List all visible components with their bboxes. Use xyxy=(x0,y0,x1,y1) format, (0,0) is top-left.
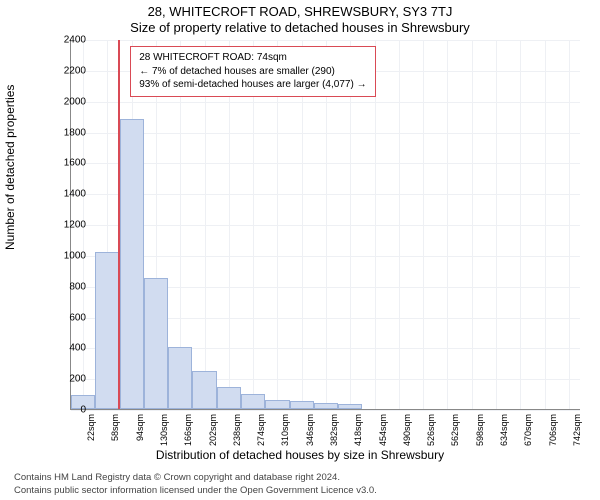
gridline-v xyxy=(520,40,521,409)
x-tick-label: 166sqm xyxy=(183,414,193,446)
y-tick-label: 1200 xyxy=(64,220,86,231)
x-tick-label: 22sqm xyxy=(86,414,96,441)
x-tick-label: 454sqm xyxy=(378,414,388,446)
x-tick-label: 634sqm xyxy=(499,414,509,446)
marker-line xyxy=(118,40,120,409)
gridline-v xyxy=(447,40,448,409)
y-tick-label: 400 xyxy=(69,343,86,354)
x-tick-label: 130sqm xyxy=(159,414,169,446)
x-tick-label: 94sqm xyxy=(135,414,145,441)
y-tick-label: 1600 xyxy=(64,158,86,169)
y-tick-label: 1400 xyxy=(64,189,86,200)
histogram-bar xyxy=(290,401,314,409)
gridline-v xyxy=(472,40,473,409)
annotation-line2: ← 7% of detached houses are smaller (290… xyxy=(139,65,366,79)
page-title-subtitle: Size of property relative to detached ho… xyxy=(0,20,600,35)
histogram-bar xyxy=(217,387,241,409)
x-tick-label: 706sqm xyxy=(548,414,558,446)
gridline-h xyxy=(71,410,580,411)
y-tick-label: 2400 xyxy=(64,35,86,46)
histogram-bar xyxy=(338,404,362,409)
histogram-bar xyxy=(314,403,338,409)
x-tick-label: 598sqm xyxy=(475,414,485,446)
x-tick-label: 670sqm xyxy=(523,414,533,446)
histogram-bar xyxy=(95,252,119,409)
y-tick-label: 600 xyxy=(69,312,86,323)
histogram-bar xyxy=(265,400,289,409)
x-axis-label: Distribution of detached houses by size … xyxy=(0,448,600,462)
histogram-bar xyxy=(144,278,168,409)
annotation-line1: 28 WHITECROFT ROAD: 74sqm xyxy=(139,51,366,65)
footer-line2: Contains public sector information licen… xyxy=(14,485,586,497)
footer-attribution: Contains HM Land Registry data © Crown c… xyxy=(14,472,586,497)
footer-line1: Contains HM Land Registry data © Crown c… xyxy=(14,472,586,484)
page-title-address: 28, WHITECROFT ROAD, SHREWSBURY, SY3 7TJ xyxy=(0,4,600,19)
gridline-v xyxy=(496,40,497,409)
y-tick-label: 200 xyxy=(69,374,86,385)
y-tick-label: 1000 xyxy=(64,250,86,261)
gridline-v xyxy=(569,40,570,409)
histogram-bar xyxy=(168,347,192,409)
x-tick-label: 58sqm xyxy=(110,414,120,441)
histogram-plot: 28 WHITECROFT ROAD: 74sqm← 7% of detache… xyxy=(70,40,580,410)
x-tick-label: 526sqm xyxy=(426,414,436,446)
histogram-bar xyxy=(192,371,216,409)
x-tick-label: 418sqm xyxy=(353,414,363,446)
annotation-box: 28 WHITECROFT ROAD: 74sqm← 7% of detache… xyxy=(130,46,375,97)
x-tick-label: 346sqm xyxy=(305,414,315,446)
y-tick-label: 2200 xyxy=(64,65,86,76)
x-tick-label: 490sqm xyxy=(402,414,412,446)
gridline-v xyxy=(423,40,424,409)
y-tick-label: 800 xyxy=(69,281,86,292)
x-tick-label: 310sqm xyxy=(280,414,290,446)
histogram-bar xyxy=(120,119,144,409)
annotation-line3: 93% of semi-detached houses are larger (… xyxy=(139,78,366,92)
x-tick-label: 742sqm xyxy=(572,414,582,446)
gridline-v xyxy=(399,40,400,409)
y-tick-label: 1800 xyxy=(64,127,86,138)
y-axis-label: Number of detached properties xyxy=(3,85,17,250)
x-tick-label: 382sqm xyxy=(329,414,339,446)
y-tick-label: 2000 xyxy=(64,96,86,107)
x-tick-label: 274sqm xyxy=(256,414,266,446)
x-tick-label: 562sqm xyxy=(450,414,460,446)
histogram-bar xyxy=(241,394,265,409)
x-tick-label: 202sqm xyxy=(208,414,218,446)
gridline-v xyxy=(545,40,546,409)
x-tick-label: 238sqm xyxy=(232,414,242,446)
